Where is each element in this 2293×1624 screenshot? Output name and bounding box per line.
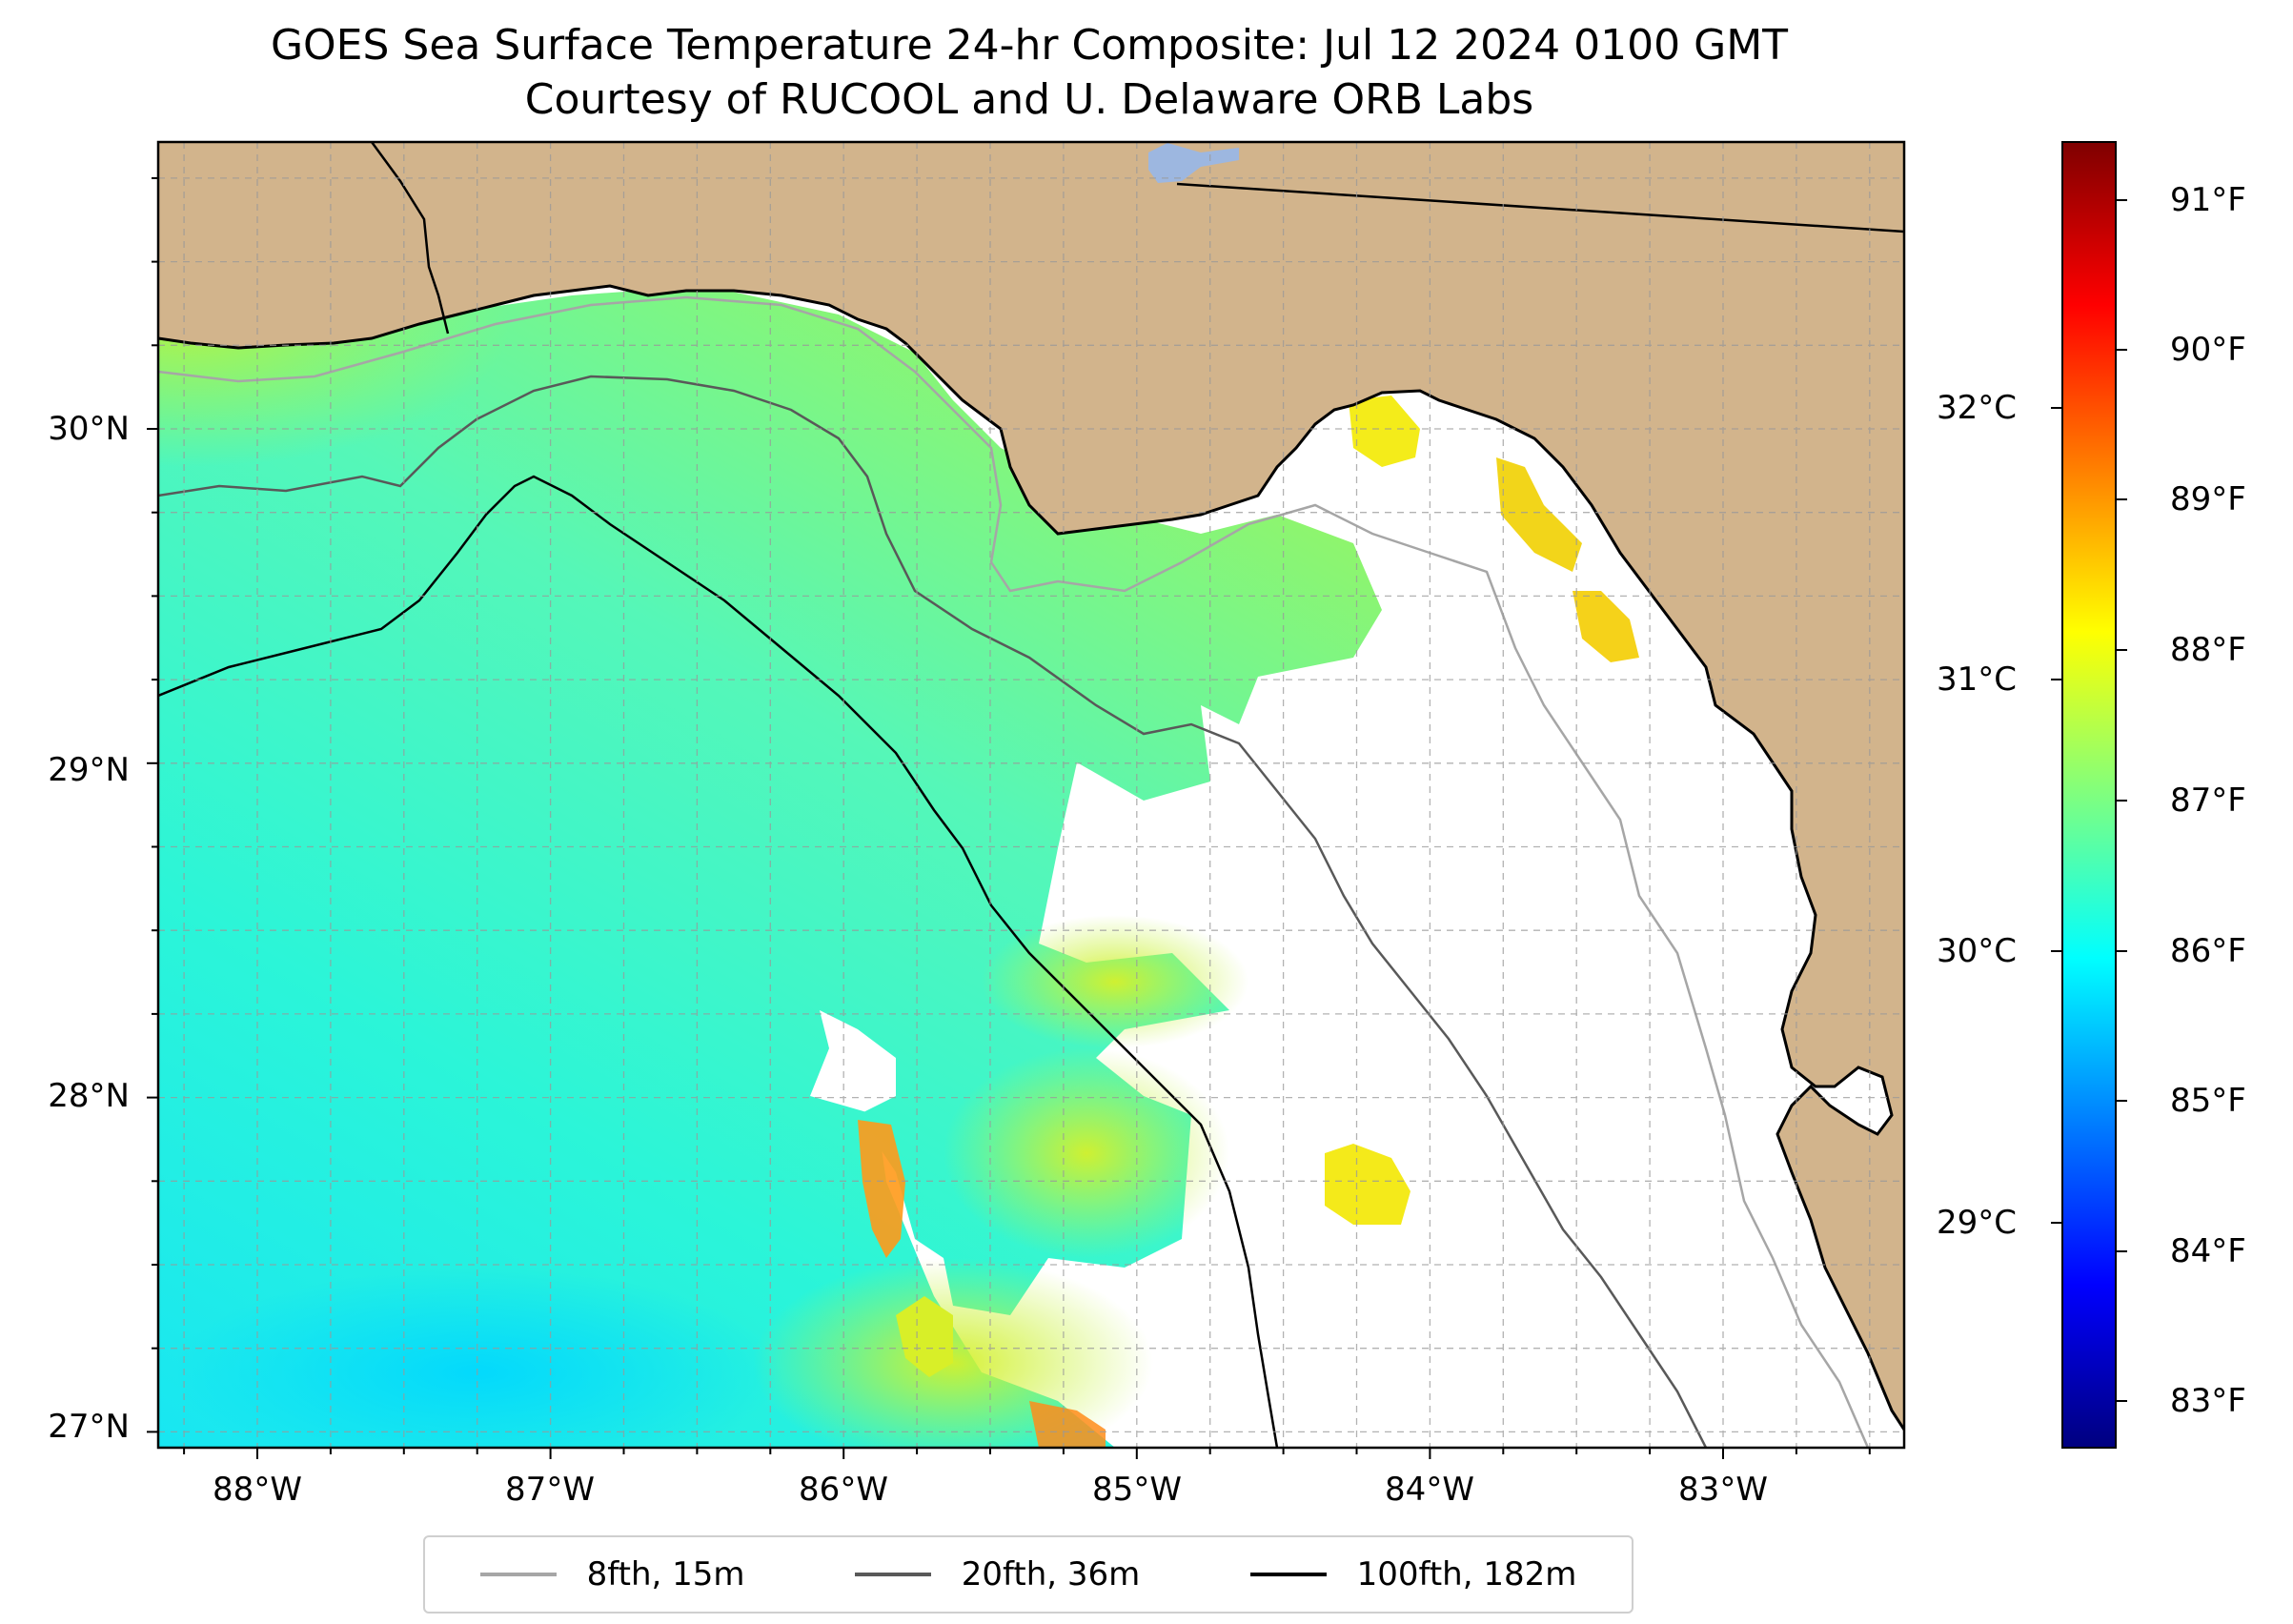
legend-label-8fth: 8fth, 15m (586, 1555, 745, 1594)
cool-water-southwest (172, 1268, 781, 1448)
cb-label-85f: 85°F (2170, 1082, 2246, 1120)
cb-label-84f: 84°F (2170, 1232, 2246, 1270)
cb-label-29c: 29°C (1937, 1204, 2018, 1242)
warm-patch-4 (1325, 1144, 1410, 1225)
legend-swatch-8fth (479, 1573, 557, 1576)
contour-8fth (158, 295, 1870, 1448)
contour-20fth (158, 375, 1708, 1448)
state-border-al-fl (370, 142, 450, 335)
cb-label-91f: 91°F (2170, 181, 2246, 219)
cb-label-31c: 31°C (1937, 660, 2018, 699)
cb-label-83f: 83°F (2170, 1382, 2246, 1420)
warm-patch-1 (1349, 396, 1420, 467)
warm-water-shelf (982, 915, 1248, 1048)
lon-label-84w: 84°W (1385, 1471, 1474, 1509)
warm-patch-2 (1496, 457, 1582, 572)
cb-label-30c: 30°C (1937, 932, 2018, 970)
lat-label-29n: 29°N (48, 751, 130, 789)
cb-label-86f: 86°F (2170, 932, 2246, 970)
warm-water-central (944, 1048, 1229, 1258)
hot-spot-2 (1029, 1401, 1106, 1448)
land-mass (158, 142, 1904, 1430)
lat-label-27n: 27°N (48, 1408, 130, 1446)
legend-item-20fth: 20fth, 36m (854, 1555, 1141, 1594)
lat-label-30n: 30°N (48, 410, 130, 448)
lon-label-83w: 83°W (1678, 1471, 1768, 1509)
state-border-ga-fl (1176, 182, 1904, 233)
legend-label-20fth: 20fth, 36m (961, 1555, 1141, 1594)
cb-label-90f: 90°F (2170, 331, 2246, 369)
legend-swatch-20fth (854, 1573, 931, 1576)
cb-label-87f: 87°F (2170, 782, 2246, 820)
colorbar (2061, 141, 2117, 1449)
map-plot-area (158, 142, 1904, 1448)
cb-label-32c: 32°C (1937, 389, 2018, 427)
warm-patch-3 (1573, 591, 1639, 662)
cb-label-88f: 88°F (2170, 631, 2246, 669)
lon-label-88w: 88°W (213, 1471, 302, 1509)
lake-seminole (1148, 143, 1239, 183)
contour-legend: 8fth, 15m 20fth, 36m 100fth, 182m (423, 1535, 1634, 1614)
map-subtitle: Courtesy of RUCOOL and U. Delaware ORB L… (524, 75, 1534, 124)
map-title: GOES Sea Surface Temperature 24-hr Compo… (270, 21, 1789, 70)
lon-label-85w: 85°W (1092, 1471, 1182, 1509)
legend-item-100fth: 100fth, 182m (1249, 1555, 1577, 1594)
hot-spot-1 (858, 1120, 905, 1258)
lat-label-28n: 28°N (48, 1077, 130, 1115)
lon-label-87w: 87°W (505, 1471, 595, 1509)
cb-label-89f: 89°F (2170, 480, 2246, 518)
lon-label-86w: 86°W (799, 1471, 888, 1509)
plot-frame (156, 140, 1906, 1450)
legend-item-8fth: 8fth, 15m (479, 1555, 745, 1594)
legend-swatch-100fth (1249, 1573, 1327, 1576)
legend-label-100fth: 100fth, 182m (1356, 1555, 1577, 1594)
warm-patch-5 (896, 1296, 953, 1377)
